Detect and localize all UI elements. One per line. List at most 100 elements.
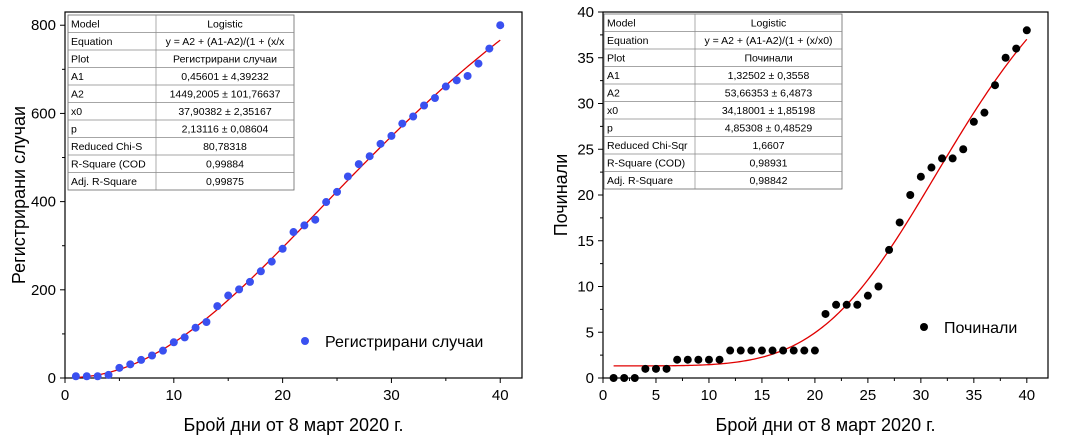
stats-value: 80,78318 — [203, 141, 247, 153]
stats-key: A1 — [607, 70, 620, 82]
data-point — [1001, 53, 1010, 62]
chart-deaths: 0 5 10 15 20 25 30 35 40 0 5 10 15 20 25 30 35 40 Брой дни… — [551, 4, 1049, 435]
data-point — [191, 323, 200, 332]
data-point — [906, 191, 915, 199]
data-point — [409, 112, 418, 121]
data-point — [420, 101, 429, 110]
data-point — [832, 300, 841, 309]
stats-key: Plot — [71, 54, 89, 66]
data-point — [789, 346, 798, 355]
data-point — [863, 291, 872, 300]
data-point — [757, 346, 766, 355]
data-point — [842, 300, 851, 309]
data-point — [683, 355, 692, 364]
y-tick-label: 200 — [31, 282, 56, 299]
data-point — [376, 139, 385, 148]
data-point — [202, 317, 211, 326]
x-tick-label: 25 — [860, 387, 877, 404]
data-point — [715, 355, 724, 364]
data-point — [474, 59, 483, 68]
data-point — [651, 364, 660, 373]
data-point — [126, 360, 135, 369]
stats-value: 4,85308 ± 0,48529 — [725, 123, 813, 135]
fit-curve — [75, 39, 501, 379]
stats-key: A1 — [71, 71, 84, 83]
y-tick-label: 35 — [577, 50, 594, 67]
y-tick-label: 5 — [586, 324, 594, 341]
data-point — [71, 372, 80, 381]
data-point — [938, 154, 947, 163]
y-tick-label: 600 — [31, 105, 56, 122]
data-point — [779, 346, 788, 355]
data-point — [969, 117, 978, 126]
stats-value: 53,66353 ± 6,4873 — [725, 88, 813, 100]
data-point — [673, 355, 682, 364]
x-tick-label: 0 — [61, 387, 69, 404]
data-point — [267, 257, 276, 266]
data-point — [82, 372, 91, 381]
stats-key: A2 — [607, 88, 620, 100]
data-point — [927, 163, 936, 172]
stats-key: Equation — [71, 36, 113, 48]
x-tick-label: 10 — [165, 387, 182, 404]
data-point — [980, 108, 989, 117]
data-point — [256, 267, 265, 276]
data-point — [169, 338, 178, 347]
stats-key: A2 — [71, 89, 84, 101]
data-point — [441, 82, 450, 91]
data-point — [496, 21, 505, 30]
data-point — [300, 221, 309, 230]
data-point — [768, 346, 777, 355]
stats-key: p — [71, 124, 77, 136]
data-point — [662, 364, 671, 373]
data-point — [853, 300, 862, 309]
x-tick-label: 30 — [383, 387, 400, 404]
x-tick-label: 0 — [599, 387, 607, 404]
y-tick-label: 0 — [48, 370, 56, 387]
y-tick-label: 20 — [577, 187, 594, 204]
x-tick-label: 15 — [754, 387, 771, 404]
data-point — [137, 355, 146, 364]
data-point — [747, 346, 756, 355]
y-tick-label: 25 — [577, 141, 594, 158]
legend-marker — [920, 323, 928, 331]
x-axis-title: Брой дни от 8 март 2020 г. — [716, 415, 936, 435]
data-point — [245, 277, 254, 286]
stats-value: Logistic — [751, 18, 787, 30]
stats-key: p — [607, 123, 613, 135]
data-point — [916, 172, 925, 181]
stats-value: 0,98931 — [750, 158, 788, 170]
stats-value: 1449,2005 ± 101,76637 — [170, 89, 281, 101]
stats-key: Plot — [607, 53, 625, 65]
y-tick-label: 40 — [577, 4, 594, 21]
data-point — [213, 302, 222, 311]
data-point — [810, 346, 819, 355]
data-point — [1012, 44, 1021, 53]
stats-value: 2,13116 ± 0,08604 — [182, 124, 269, 136]
legend-marker — [301, 337, 309, 345]
data-point — [885, 245, 894, 254]
stats-value: Logistic — [207, 19, 243, 31]
data-point — [333, 187, 342, 196]
x-tick-label: 10 — [701, 387, 718, 404]
y-tick-label: 0 — [586, 370, 594, 387]
data-point — [148, 351, 157, 360]
data-point — [630, 374, 639, 382]
stats-value: y = A2 + (A1-A2)/(1 + (x/x — [166, 36, 286, 48]
stats-value: 1,6607 — [752, 140, 784, 152]
data-point — [365, 152, 374, 161]
y-tick-label: 30 — [577, 96, 594, 113]
stats-key: Model — [607, 18, 636, 30]
data-point — [289, 228, 298, 237]
data-point — [641, 364, 650, 373]
data-point — [343, 172, 352, 181]
data-point — [430, 93, 439, 102]
data-point — [609, 374, 618, 382]
data-point — [895, 218, 904, 227]
plot-frame — [64, 11, 523, 379]
stats-value: 0,99884 — [206, 159, 244, 171]
stats-key: R-Square (COD) — [607, 158, 685, 170]
stats-value: 0,98842 — [750, 175, 788, 187]
stats-value: 37,90382 ± 2,35167 — [178, 106, 272, 118]
data-point — [115, 363, 124, 372]
